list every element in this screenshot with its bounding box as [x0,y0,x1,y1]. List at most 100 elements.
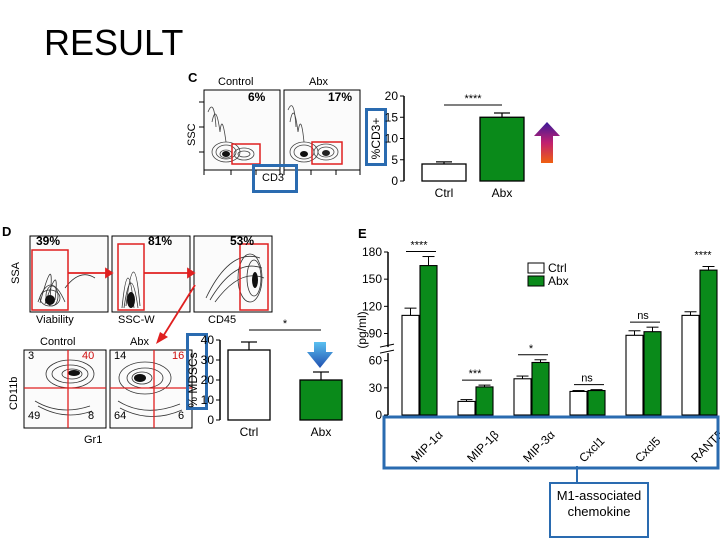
quadrant-x-axis: Gr1 [84,434,103,446]
y-tick-label: 0 [375,408,382,422]
panel-c-y-axis: SSC [186,123,198,146]
chemokine-note: M1-associated chemokine [549,482,649,538]
increase-arrow-icon [534,122,560,163]
legend-swatch [527,262,545,274]
bar-abx [479,116,525,182]
y-tick-label: 10 [201,393,215,407]
panel-c-group-control: Control [218,76,254,88]
y-tick-label: 20 [201,373,215,387]
mdsc-bar-chart: 0 10 20 30 40% MDSCs Ctrl Abx * [186,318,343,439]
bar-ctrl [421,163,467,182]
y-tick-label: 15 [385,110,399,124]
cd3-ylabel-highlight [365,108,387,166]
category-label: Cxcl1 [576,434,607,465]
panel-c-flow-plots [199,89,361,175]
note-connector [576,466,578,482]
legend-label: Abx [548,274,569,288]
y-tick-label: 30 [201,353,215,367]
y-tick-label: 90 [369,327,383,341]
bar-ctrl [457,400,476,416]
category-label: MIP-1β [464,428,501,465]
category-label: Abx [492,186,513,200]
category-label: Ctrl [435,186,454,200]
gate1-percent: 39% [36,234,61,248]
chemokine-bar-chart: 0 30 60 90 120 150 180 (pg/ml) **** MIP-1α *** MIP-… [355,240,720,470]
axis-break [380,347,720,354]
y-tick-label: 0 [207,413,214,427]
y-axis-label: %CD3+ [369,118,383,160]
bar-abx [531,361,550,416]
category-label: MIP-3α [520,428,557,465]
gate-x-axis-3: CD45 [208,314,237,326]
y-tick-label: 5 [391,153,398,167]
abx-q-topright: 16 [172,350,185,362]
bar-abx [699,269,718,416]
y-tick-label: 40 [201,333,215,347]
category-label: Cxcl5 [632,434,663,465]
bar-abx [587,390,606,416]
gate-x-axis-2: SSC-W [118,314,155,326]
significance-label: * [529,343,534,355]
panel-c-abx-contours [287,105,339,163]
bar-ctrl [227,349,271,421]
bar-ctrl [569,390,588,416]
bar-ctrl [401,314,420,416]
panel-e-letter: E [358,226,367,241]
category-label: Ctrl [240,425,259,439]
y-tick-label: 0 [391,174,398,188]
down-red-arrow-icon [156,284,196,344]
bar-ctrl [513,378,532,416]
gate-x-axis-1: Viability [36,314,74,326]
panel-c-group-abx: Abx [309,76,328,88]
bar-abx [475,386,494,416]
axis-break-mark [379,343,395,348]
bar-abx [299,379,343,421]
panel-c-abx-gate [311,141,343,165]
bar-ctrl [625,334,644,416]
panel-d-group-abx: Abx [130,336,149,348]
control-q-topleft: 3 [28,350,35,362]
gate3-percent: 53% [230,234,255,248]
axis-break-mark [379,349,395,354]
significance-label: *** [469,368,483,380]
y-tick-label: 20 [385,89,399,103]
panel-d-letter: D [2,224,12,239]
y-tick-label: 10 [385,132,399,146]
category-label: RANTES [688,421,720,465]
decrease-arrow-icon [307,342,333,368]
significance-label: **** [410,240,428,252]
control-q-bottomleft: 49 [28,410,41,422]
panel-d-quadrant-plots [23,349,193,429]
panel-c-control-gate [231,143,261,165]
y-tick-label: 60 [369,354,383,368]
mdsc-ylabel-highlight [186,333,208,410]
panel-c-letter: C [188,70,198,85]
y-tick-label: 180 [362,245,382,259]
y-tick-label: 30 [369,381,383,395]
panel-c-x-axis: CD3 [262,172,285,184]
significance-label: ns [581,373,593,385]
significance-label: ns [637,310,649,322]
category-highlight-box [382,415,720,470]
panel-d-gating-plots [29,235,273,313]
legend-label: Ctrl [548,261,567,275]
cd3-highlight-box [252,164,298,193]
abx-q-bottomleft: 64 [114,410,127,422]
control-q-bottomright: 8 [88,410,95,422]
quadrant-y-axis: CD11b [8,376,20,410]
bar-abx [419,265,438,416]
slide-title: RESULT [44,22,184,63]
control-q-topright: 40 [82,350,95,362]
abx-q-topleft: 14 [114,350,127,362]
bar-abx [643,331,662,416]
panel-c-control-plot [203,89,281,171]
panel-c-control-percent: 6% [248,90,266,104]
gate-y-axis: SSA [10,261,22,284]
significance-label: * [283,318,288,330]
legend-swatch [527,275,545,287]
bar-ctrl [681,314,700,416]
y-axis-label: % MDSCs [186,352,200,407]
category-label: MIP-1α [408,428,445,465]
panel-d-group-control: Control [40,336,76,348]
y-axis-label: (pg/ml) [355,311,369,348]
